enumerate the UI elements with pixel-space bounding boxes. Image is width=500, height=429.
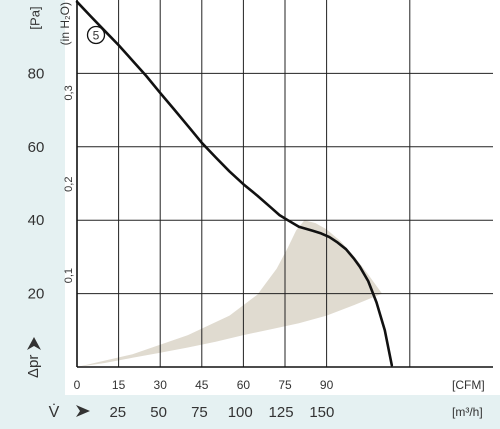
operating-range-area — [77, 220, 383, 367]
y-axis-unit: [Pa] — [27, 6, 42, 29]
left-axis-panel — [0, 0, 65, 429]
curve-number-label: 5 — [86, 25, 106, 45]
curve-5-line — [75, 0, 394, 367]
x2-axis-unit: [m³/h] — [452, 405, 483, 419]
y2-axis-unit: (in H₂O) — [58, 2, 72, 45]
curve-layer — [75, 0, 394, 367]
x2-tick-label: 150 — [309, 404, 334, 421]
y-tick-label: 40 — [28, 212, 45, 229]
x2-tick-label: 25 — [109, 404, 126, 421]
x2-tick-label: 125 — [269, 404, 294, 421]
operating-range-layer — [77, 220, 383, 367]
x2-tick-label: 75 — [191, 404, 208, 421]
y-axis-label: Δpr — [25, 355, 42, 378]
x-tick-label: 45 — [195, 378, 209, 392]
x2-tick-label: 50 — [150, 404, 167, 421]
curve-number-circle — [86, 25, 106, 45]
x-tick-label: 30 — [154, 378, 168, 392]
x-tick-label: 90 — [320, 378, 334, 392]
y2-tick-label: 0,1 — [63, 268, 75, 283]
curve-number-text: 5 — [93, 29, 100, 43]
grid-layer — [76, 0, 493, 368]
x2-tick-label: 100 — [228, 404, 253, 421]
x-tick-label: 75 — [278, 378, 292, 392]
x-axis-label: V̇ — [49, 403, 60, 421]
axis-text-layer: [Pa] (in H₂O) Δpr V̇ [CFM] [m³/h] 20 40 60… — [25, 2, 485, 421]
x-tick-label: 0 — [74, 378, 81, 392]
y-tick-label: 60 — [28, 139, 45, 156]
y-tick-label: 20 — [28, 286, 45, 303]
y2-tick-label: 0,2 — [63, 177, 75, 192]
y-tick-label: 80 — [28, 65, 45, 82]
x-axis-arrow-icon — [76, 405, 90, 417]
y2-tick-label: 0,3 — [63, 85, 75, 100]
x-tick-label: 60 — [237, 378, 251, 392]
x-tick-label: 15 — [112, 378, 126, 392]
y-axis-arrow-icon — [27, 337, 41, 350]
x-axis-unit-cfm: [CFM] — [452, 378, 485, 392]
